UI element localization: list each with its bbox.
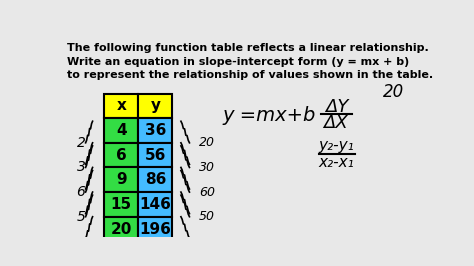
Bar bbox=[138, 167, 173, 192]
Text: y: y bbox=[150, 98, 160, 113]
Text: 20: 20 bbox=[383, 83, 405, 101]
Text: 6: 6 bbox=[116, 148, 127, 163]
Text: 36: 36 bbox=[145, 123, 166, 138]
Bar bbox=[138, 118, 173, 143]
Bar bbox=[138, 94, 173, 118]
Text: to represent the relationship of values shown in the table.: to represent the relationship of values … bbox=[67, 70, 433, 80]
Text: 20: 20 bbox=[199, 136, 215, 149]
Text: x₂-x₁: x₂-x₁ bbox=[319, 155, 355, 170]
Text: 56: 56 bbox=[145, 148, 166, 163]
Text: 20: 20 bbox=[110, 222, 132, 236]
Text: 15: 15 bbox=[111, 197, 132, 212]
Text: 3: 3 bbox=[76, 160, 85, 174]
Text: x: x bbox=[116, 98, 126, 113]
Bar bbox=[138, 192, 173, 217]
Text: 86: 86 bbox=[145, 172, 166, 187]
Text: 5: 5 bbox=[76, 210, 85, 224]
Text: y =mx+b: y =mx+b bbox=[222, 106, 315, 124]
Text: The following function table reflects a linear relationship.: The following function table reflects a … bbox=[67, 43, 429, 53]
Text: 6: 6 bbox=[76, 185, 85, 199]
Text: 9: 9 bbox=[116, 172, 127, 187]
Text: 2: 2 bbox=[76, 136, 85, 150]
Bar bbox=[138, 143, 173, 167]
Text: y₂-y₁: y₂-y₁ bbox=[319, 138, 355, 153]
Bar bbox=[104, 118, 138, 143]
Bar bbox=[104, 192, 138, 217]
Text: 50: 50 bbox=[199, 210, 215, 223]
Text: 196: 196 bbox=[139, 222, 171, 236]
Bar bbox=[104, 143, 138, 167]
Bar bbox=[104, 94, 138, 118]
Text: 146: 146 bbox=[139, 197, 171, 212]
Bar bbox=[104, 217, 138, 241]
Text: Write an equation in slope-intercept form (y = mx + b): Write an equation in slope-intercept for… bbox=[67, 57, 409, 66]
Text: 60: 60 bbox=[199, 186, 215, 199]
Text: 4: 4 bbox=[116, 123, 127, 138]
Bar bbox=[104, 167, 138, 192]
Bar bbox=[138, 217, 173, 241]
Text: ΔY: ΔY bbox=[325, 98, 348, 117]
Text: ΔX: ΔX bbox=[323, 114, 347, 132]
Text: 30: 30 bbox=[199, 161, 215, 174]
